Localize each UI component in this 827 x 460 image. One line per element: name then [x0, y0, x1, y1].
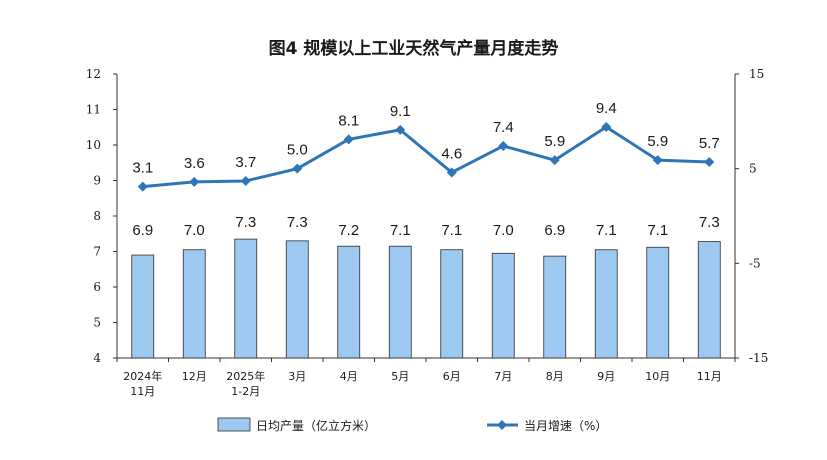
- line-marker: [601, 122, 612, 133]
- category-axis-labels: 2024年 11月 12月 2025年 1-2月 3月 4月 5月 6月 7月 8月 9月 10月 11月: [123, 369, 722, 398]
- bar: [697, 241, 721, 359]
- bar-value-label: 7.3: [699, 214, 720, 231]
- category-label: 12月: [182, 370, 207, 383]
- bar-data-labels: 6.9 7.0 7.3 7.3 7.2 7.1 7.1 7.0 6.9 7.1 7.1 7.3: [132, 214, 719, 239]
- bar: [491, 252, 515, 359]
- category-label: 4月: [340, 370, 358, 383]
- line-marker: [652, 155, 663, 166]
- legend-bar-swatch: [217, 417, 251, 432]
- line-marker: [498, 140, 509, 151]
- right-tick-label: -15: [749, 351, 768, 365]
- left-tick-label: 7: [93, 245, 101, 259]
- left-tick-label: 6: [93, 280, 101, 294]
- line-marker: [292, 163, 303, 174]
- bar: [440, 249, 464, 359]
- bar: [234, 238, 258, 359]
- bar: [131, 254, 155, 359]
- bar-value-label: 7.1: [596, 222, 617, 239]
- left-tick-label: 5: [93, 316, 101, 330]
- legend: 日均产量（亿立方米） 当月增速（%）: [217, 417, 607, 433]
- bar: [646, 246, 670, 359]
- left-tick-label: 8: [93, 209, 101, 223]
- line-value-label: 3.7: [235, 154, 256, 171]
- category-label: 2025年: [226, 369, 265, 383]
- category-label: 11月: [697, 370, 722, 383]
- line-value-label: 5.7: [699, 135, 720, 152]
- bar-value-label: 7.1: [647, 222, 668, 239]
- bar-series-daily-output: [131, 238, 721, 359]
- right-tick-label: -5: [749, 256, 761, 270]
- bar: [337, 245, 361, 359]
- bar-value-label: 7.3: [287, 214, 308, 231]
- chart-axes: 4 5 6 7 8 9 10 11 12 -15 -5 5 15: [86, 67, 769, 365]
- line-value-label: 9.1: [390, 103, 411, 120]
- line-value-label: 4.6: [441, 145, 462, 162]
- bar-value-label: 7.1: [441, 222, 462, 239]
- category-label: 5月: [391, 370, 409, 383]
- legend-bar-label: 日均产量（亿立方米）: [256, 418, 376, 433]
- category-label: 11月: [130, 385, 155, 398]
- line-marker: [446, 167, 457, 178]
- bar-value-label: 7.1: [390, 222, 411, 239]
- legend-line-marker: [497, 420, 507, 430]
- line-marker: [704, 157, 715, 168]
- right-tick-label: 5: [749, 162, 757, 176]
- category-label: 9月: [597, 370, 615, 383]
- line-value-label: 5.9: [647, 133, 668, 150]
- category-label: 8月: [546, 370, 564, 383]
- bar-value-label: 6.9: [132, 222, 153, 239]
- line-data-labels: 3.1 3.6 3.7 5.0 8.1 9.1 4.6 7.4 5.9 9.4 5.9 5.7: [132, 100, 719, 177]
- category-label: 6月: [443, 370, 461, 383]
- left-tick-label: 10: [86, 138, 101, 152]
- line-marker: [549, 155, 560, 166]
- line-value-label: 5.0: [287, 142, 308, 159]
- line-value-label: 8.1: [338, 112, 359, 129]
- bar-value-label: 7.0: [493, 222, 514, 239]
- bar: [182, 249, 206, 359]
- line-value-label: 3.1: [132, 160, 153, 177]
- category-label: 10月: [645, 370, 670, 383]
- bar-value-label: 6.9: [544, 222, 565, 239]
- category-label: 1-2月: [231, 385, 260, 398]
- line-value-label: 3.6: [184, 155, 205, 172]
- left-tick-label: 4: [93, 351, 101, 365]
- left-tick-label: 11: [86, 103, 101, 117]
- line-marker: [137, 181, 148, 192]
- line-marker: [189, 176, 200, 187]
- category-label: 2024年: [123, 369, 162, 383]
- growth-line: [142, 125, 710, 189]
- line-marker: [395, 124, 406, 135]
- bar-value-label: 7.0: [184, 222, 205, 239]
- line-series-growth-rate: [137, 122, 715, 192]
- legend-line-label: 当月增速（%）: [524, 419, 607, 433]
- chart-title: 图4 规模以上工业天然气产量月度走势: [268, 39, 559, 59]
- left-tick-label: 12: [86, 67, 101, 81]
- bar-value-label: 7.3: [235, 214, 256, 231]
- bar: [594, 249, 618, 359]
- bar-value-label: 7.2: [338, 222, 359, 239]
- left-tick-label: 9: [93, 174, 101, 188]
- category-label: 7月: [494, 370, 512, 383]
- line-value-label: 5.9: [544, 133, 565, 150]
- line-value-label: 7.4: [493, 119, 514, 136]
- bar: [543, 255, 567, 359]
- bar: [388, 245, 412, 359]
- category-label: 3月: [288, 370, 306, 383]
- line-value-label: 9.4: [596, 100, 617, 117]
- line-marker: [343, 134, 354, 145]
- line-marker: [240, 175, 251, 186]
- right-tick-label: 15: [749, 67, 764, 81]
- bar: [285, 240, 309, 359]
